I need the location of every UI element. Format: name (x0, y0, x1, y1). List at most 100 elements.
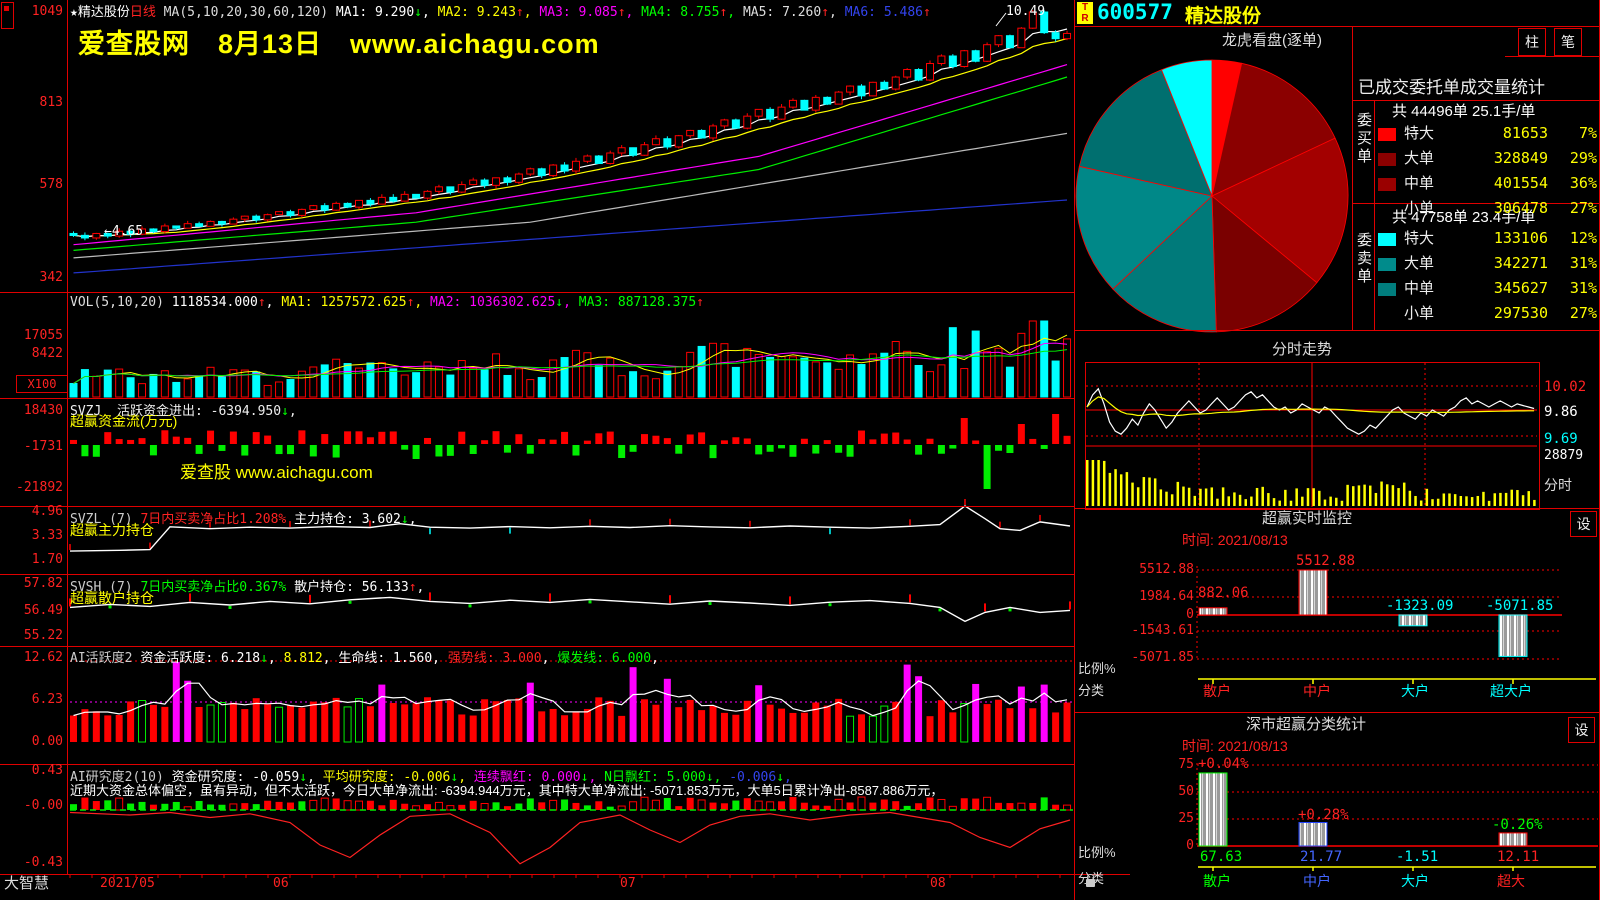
row-label: 小单 (1404, 200, 1435, 217)
row-pct: 12% (1569, 229, 1597, 247)
y-axis-label: 0.43 (31, 763, 63, 778)
category-label: 大户 (1401, 873, 1429, 889)
price-close-label: 9.86 (1544, 404, 1578, 420)
x-axis-date: 07 (620, 876, 636, 891)
row-label: 大单 (1404, 150, 1435, 167)
row-label: 中单 (1404, 280, 1435, 297)
x-axis-date: 2021/05 (100, 876, 155, 891)
category-label: 超大 (1497, 873, 1525, 889)
svzj-subtitle: 超赢资金流(万元) (70, 413, 178, 429)
shenshi-settings-button[interactable]: 设 (1568, 717, 1595, 743)
separator (1374, 100, 1375, 330)
y-axis-label: 12.62 (23, 650, 63, 665)
row-value: 81653 (1502, 124, 1548, 142)
y-axis-label: 342 (39, 270, 63, 285)
y-axis-label: 18430 (23, 403, 63, 418)
corner-glyph (1, 2, 14, 29)
separator (1075, 330, 1600, 331)
y-axis-label: 0 (1186, 838, 1194, 853)
y-axis-label: 75 (1178, 757, 1194, 772)
separator (1352, 203, 1600, 204)
panel-title: 超赢实时监控 (1262, 510, 1353, 527)
y-axis-label: 0.00 (31, 734, 63, 749)
price-low-label: 9.69 (1544, 431, 1578, 447)
y-axis-label: 4.96 (31, 504, 63, 519)
row-pct: 27% (1569, 304, 1597, 322)
bar-pct-label: -0.26% (1492, 817, 1543, 833)
bar-mode-button[interactable]: 柱 (1518, 28, 1546, 56)
svzl-subtitle: 超赢主力持仓 (70, 522, 154, 538)
y-axis-label: -0.43 (23, 855, 63, 870)
table-title: 已成交委托单成交量统计 (1358, 78, 1545, 97)
scale-badge: X100 (16, 375, 68, 393)
ai1-header: AI活跃度2 资金活跃度: 6.218↓, 8.812, 生命线: 1.560,… (70, 651, 659, 666)
row-pct: 29% (1569, 149, 1597, 167)
buy-total: 共 44496单 25.1手/单 (1392, 103, 1536, 120)
row-value: 342271 (1493, 254, 1548, 272)
row-label: 大单 (1404, 255, 1435, 272)
row-value: 401554 (1493, 174, 1548, 192)
bar-value-label: -5071.85 (1486, 598, 1554, 614)
swatch (1378, 233, 1396, 246)
row-value: 297530 (1493, 304, 1548, 322)
y-axis-label: 50 (1178, 784, 1194, 799)
row-pct: 27% (1569, 199, 1597, 217)
swatch (1378, 128, 1396, 141)
swatch (1378, 153, 1396, 166)
buy-side-label: 委买单 (1355, 112, 1372, 166)
separator (0, 646, 1075, 647)
y-axis-label: 6.23 (31, 692, 63, 707)
stock-name: 精达股份 (1185, 6, 1262, 27)
row-value: 306478 (1493, 199, 1548, 217)
separator (0, 764, 1075, 765)
brand-label: 大智慧 (4, 875, 50, 892)
y-axis-label: 25 (1178, 811, 1194, 826)
low-annotation: ←4.65 (104, 224, 144, 239)
x-axis-date: 08 (930, 876, 946, 891)
y-axis-label: -21892 (16, 480, 63, 495)
bar-value-label: 21.77 (1300, 849, 1343, 865)
bar-value-label: -1323.09 (1386, 598, 1454, 614)
category-label: 散户 (1203, 873, 1231, 889)
separator (0, 398, 1075, 399)
y-axis-label: 17055 (23, 328, 63, 343)
y-axis-label: 3.33 (31, 528, 63, 543)
bar-pct-label: +0.04% (1198, 756, 1249, 772)
time-label: 时间: 2021/08/13 (1182, 532, 1288, 548)
separator (1075, 26, 1600, 27)
swatch (1378, 283, 1396, 296)
y-axis-label: -0.00 (23, 798, 63, 813)
separator (1505, 56, 1600, 57)
ratio-label: 比例% (1078, 661, 1116, 676)
lock-icon[interactable] (1086, 874, 1095, 887)
y-axis-label: 57.82 (23, 576, 63, 591)
separator (0, 292, 1075, 293)
y-axis-label: 5512.88 (1139, 562, 1194, 577)
separator (1074, 0, 1075, 900)
row-label: 特大 (1404, 230, 1435, 247)
separator (1352, 100, 1600, 101)
high-annotation: 10.49 (1006, 4, 1046, 19)
row-pct: 36% (1569, 174, 1597, 192)
y-axis-label: -1543.61 (1131, 623, 1194, 638)
time-label: 时间: 2021/08/13 (1182, 738, 1288, 754)
stock-code: 600577 (1097, 0, 1173, 24)
x-axis-date: 06 (273, 876, 289, 891)
separator (1075, 712, 1600, 713)
stroke-mode-button[interactable]: 笔 (1554, 28, 1582, 56)
ai2-header: AI研究度2(10) 资金研究度: -0.059↓, 平均研究度: -0.006… (70, 770, 792, 785)
sell-side-label: 委卖单 (1355, 232, 1372, 286)
volume-label: 28879 (1544, 448, 1584, 463)
separator (1075, 508, 1600, 509)
separator (0, 506, 1075, 507)
y-axis-label: 0 (1186, 607, 1194, 622)
y-axis-label: 1984.64 (1139, 589, 1194, 604)
category-label: 大户 (1401, 683, 1429, 699)
y-axis-label: 1.70 (31, 552, 63, 567)
row-pct: 31% (1569, 279, 1597, 297)
vol-header: VOL(5,10,20) 1118534.000↑, MA1: 1257572.… (70, 295, 704, 310)
row-label: 小单 (1404, 305, 1435, 322)
monitor-settings-button[interactable]: 设 (1570, 511, 1597, 537)
panel-title: 分时走势 (1272, 341, 1333, 358)
